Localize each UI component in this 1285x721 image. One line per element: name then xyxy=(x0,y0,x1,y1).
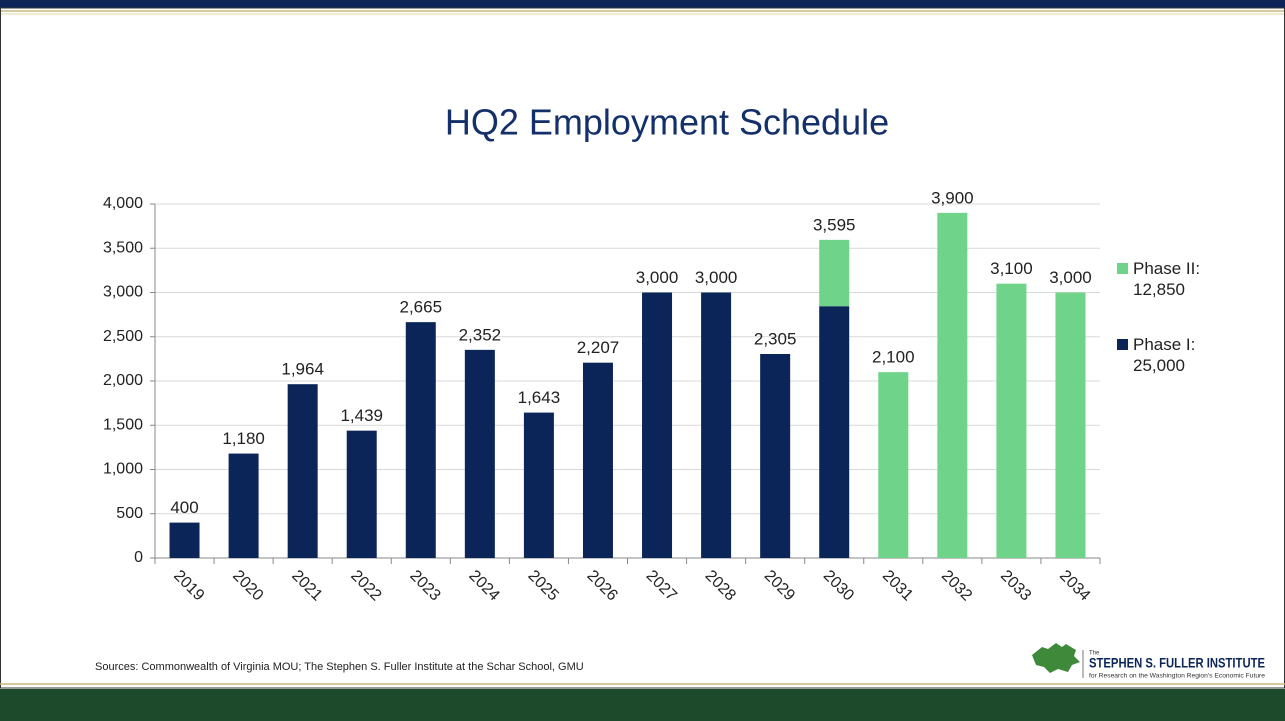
x-tick-label: 2022 xyxy=(347,567,384,604)
data-label: 400 xyxy=(170,498,198,517)
bar-segment xyxy=(819,239,850,307)
legend-item: Phase II: 12,850 xyxy=(1117,258,1223,300)
data-label: 2,207 xyxy=(577,338,620,357)
bar-segment xyxy=(169,522,200,558)
x-tick-label: 2028 xyxy=(702,567,739,604)
y-tick-label: 500 xyxy=(116,505,143,522)
x-tick-label: 2025 xyxy=(524,567,561,604)
legend-swatch xyxy=(1117,263,1128,274)
bar-segment xyxy=(287,384,318,558)
y-tick-label: 1,000 xyxy=(103,461,143,478)
y-tick-label: 3,500 xyxy=(103,239,143,256)
x-tick-label: 2020 xyxy=(229,567,266,604)
logo-name: STEPHEN S. FULLER INSTITUTE xyxy=(1089,655,1265,671)
x-tick-label: 2021 xyxy=(288,567,325,604)
logo-small: The xyxy=(1089,651,1100,657)
legend-item: Phase I: 25,000 xyxy=(1117,334,1223,376)
data-label: 2,305 xyxy=(754,329,797,348)
data-label: 3,000 xyxy=(636,268,679,287)
data-label: 3,900 xyxy=(931,188,974,207)
y-tick-label: 1,500 xyxy=(103,416,143,433)
bar-segment xyxy=(878,372,909,558)
y-tick-label: 4,000 xyxy=(103,195,143,212)
x-tick-label: 2033 xyxy=(997,567,1034,604)
data-label: 3,000 xyxy=(1049,268,1092,287)
data-label: 1,964 xyxy=(281,360,324,379)
data-label: 1,643 xyxy=(518,388,561,407)
data-label: 3,000 xyxy=(695,268,738,287)
bar-segment xyxy=(523,412,554,558)
legend-label: Phase I: 25,000 xyxy=(1133,335,1196,375)
data-label: 1,180 xyxy=(222,429,265,448)
x-tick-label: 2032 xyxy=(938,567,975,604)
x-tick-label: 2029 xyxy=(761,567,798,604)
bar-segment xyxy=(346,430,377,558)
bar-segment xyxy=(1055,292,1086,558)
legend-label: Phase II: 12,850 xyxy=(1133,259,1201,299)
data-label: 1,439 xyxy=(340,406,383,425)
top-band xyxy=(0,0,1285,8)
y-tick-label: 2,500 xyxy=(103,328,143,345)
data-label: 2,100 xyxy=(872,348,915,367)
x-tick-label: 2023 xyxy=(406,567,443,604)
data-label: 2,665 xyxy=(400,298,443,317)
data-label: 3,100 xyxy=(990,259,1033,278)
x-tick-label: 2034 xyxy=(1056,567,1093,604)
logo-icon xyxy=(1032,643,1080,673)
logo-tagline: for Research on the Washington Region's … xyxy=(1089,674,1266,680)
y-tick-label: 0 xyxy=(134,549,143,566)
chart-title: HQ2 Employment Schedule xyxy=(445,102,889,143)
bar-segment xyxy=(405,322,436,558)
bar-segment xyxy=(996,283,1027,558)
bar-segment xyxy=(582,362,613,558)
bar-segment xyxy=(701,292,732,558)
bar-segment xyxy=(760,354,791,558)
x-tick-label: 2030 xyxy=(820,567,857,604)
bar-segment xyxy=(642,292,673,558)
source: Sources: Commonwealth of Virginia MOU; T… xyxy=(95,661,584,673)
x-tick-label: 2026 xyxy=(584,567,621,604)
bar-segment xyxy=(937,212,968,558)
x-tick-label: 2027 xyxy=(643,567,680,604)
x-tick-label: 2031 xyxy=(879,567,916,604)
bottom-band xyxy=(0,689,1285,721)
x-tick-label: 2024 xyxy=(465,567,502,604)
x-tick-label: 2019 xyxy=(170,567,207,604)
y-tick-label: 2,000 xyxy=(103,372,143,389)
data-label: 3,595 xyxy=(813,215,856,234)
data-label: 2,352 xyxy=(459,325,502,344)
y-tick-label: 3,000 xyxy=(103,284,143,301)
bar-segment xyxy=(819,306,850,558)
bar-segment xyxy=(228,453,259,558)
bar-segment xyxy=(464,349,495,558)
legend-swatch xyxy=(1117,339,1128,350)
